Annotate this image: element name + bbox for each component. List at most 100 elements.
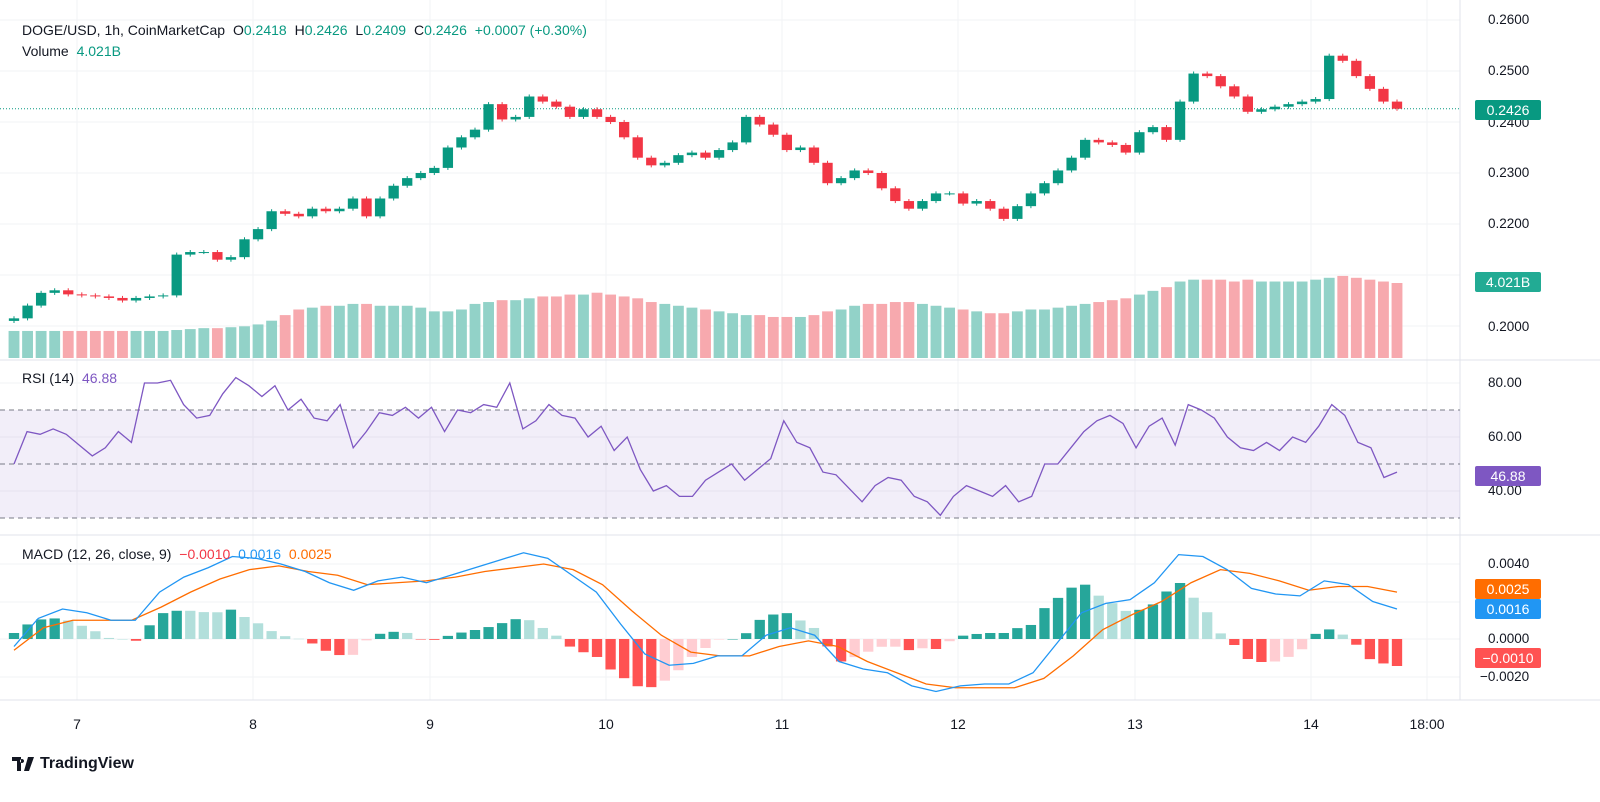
candle bbox=[483, 104, 494, 130]
candle bbox=[1324, 55, 1335, 100]
macd-histogram-bar bbox=[1066, 587, 1077, 639]
macd-histogram-bar bbox=[863, 639, 874, 652]
candle bbox=[388, 185, 399, 199]
candle bbox=[578, 109, 589, 117]
candle bbox=[1229, 86, 1240, 97]
candle bbox=[117, 297, 128, 301]
low-value: 0.2409 bbox=[363, 22, 407, 38]
volume-value: 4.021B bbox=[76, 43, 121, 59]
macd-histogram-bar bbox=[727, 639, 738, 640]
volume-bar bbox=[211, 328, 223, 358]
candle bbox=[537, 96, 548, 102]
tradingview-logo[interactable]: TradingView bbox=[12, 755, 134, 773]
macd-histogram-bar bbox=[822, 639, 833, 647]
candle bbox=[822, 162, 833, 184]
candle bbox=[1256, 109, 1267, 112]
volume-bar bbox=[700, 309, 711, 358]
candle bbox=[741, 116, 752, 143]
macd-histogram-bar bbox=[1351, 639, 1362, 645]
macd-tick: −0.0020 bbox=[1480, 669, 1530, 684]
open-label: O bbox=[232, 22, 244, 38]
volume-bar bbox=[442, 311, 454, 358]
volume-bar bbox=[767, 316, 779, 358]
macd-histogram-bar bbox=[334, 639, 345, 656]
candle bbox=[686, 152, 698, 156]
macd-histogram-bar bbox=[225, 609, 237, 639]
candle bbox=[713, 150, 725, 158]
price-tick: 0.2600 bbox=[1488, 12, 1530, 27]
volume-bar bbox=[1255, 281, 1267, 358]
volume-bar bbox=[401, 305, 413, 358]
candle bbox=[1283, 104, 1294, 107]
candle bbox=[185, 252, 196, 255]
high-value: 0.2426 bbox=[304, 22, 348, 38]
macd-histogram-bar bbox=[713, 639, 725, 640]
candle bbox=[415, 173, 426, 179]
candle bbox=[930, 193, 942, 202]
candle bbox=[361, 198, 372, 217]
volume-bar bbox=[198, 328, 210, 358]
candle bbox=[605, 116, 616, 122]
macd-histogram-bar bbox=[1269, 639, 1281, 662]
volume-bar bbox=[740, 315, 752, 358]
candle bbox=[510, 116, 521, 120]
volume-label: Volume bbox=[22, 43, 69, 59]
macd-histogram-bar bbox=[903, 639, 915, 651]
volume-bar bbox=[1052, 307, 1064, 358]
candle bbox=[171, 254, 182, 296]
x-tick: 7 bbox=[73, 716, 81, 732]
volume-bar bbox=[1188, 279, 1200, 358]
volume-legend: Volume 4.021B bbox=[22, 43, 125, 59]
candle bbox=[808, 147, 820, 163]
x-tick: 8 bbox=[249, 716, 257, 732]
volume-bar bbox=[862, 303, 874, 358]
volume-bar bbox=[523, 298, 535, 358]
candle bbox=[442, 147, 454, 168]
candle bbox=[35, 292, 47, 306]
volume-bar bbox=[835, 309, 847, 358]
macd-histogram-bar bbox=[63, 620, 74, 639]
volume-bar bbox=[1378, 281, 1389, 358]
volume-bar bbox=[903, 302, 915, 358]
macd-histogram-bar bbox=[415, 639, 426, 640]
rsi-legend: RSI (14) 46.88 bbox=[22, 370, 121, 386]
candle bbox=[1025, 193, 1037, 207]
macd-histogram-bar bbox=[700, 639, 711, 648]
candle bbox=[849, 170, 860, 179]
candle bbox=[1174, 101, 1186, 140]
macd-histogram-bar bbox=[76, 625, 87, 639]
candle bbox=[320, 208, 332, 212]
volume-bar bbox=[130, 330, 142, 358]
candle bbox=[1391, 101, 1403, 109]
hist-badge: −0.0010 bbox=[1475, 648, 1541, 668]
macd-histogram-bar bbox=[957, 635, 969, 639]
macd-histogram-bar bbox=[659, 639, 670, 681]
rsi-tick: 60.00 bbox=[1488, 429, 1522, 444]
macd-histogram-bar bbox=[591, 639, 603, 657]
volume-bar bbox=[1161, 287, 1172, 358]
brand-name: TradingView bbox=[40, 755, 134, 772]
volume-bar bbox=[1242, 279, 1254, 358]
volume-bar bbox=[252, 324, 264, 358]
volume-bar bbox=[76, 330, 88, 358]
macd-histogram-bar bbox=[1134, 609, 1145, 639]
candle bbox=[985, 201, 996, 209]
candle bbox=[1107, 142, 1118, 145]
candle bbox=[727, 142, 738, 151]
macd-histogram-bar bbox=[49, 618, 60, 639]
rsi-value: 46.88 bbox=[82, 370, 118, 386]
macd-line-value: 0.0016 bbox=[238, 546, 281, 562]
volume-bar bbox=[944, 307, 955, 358]
volume-bar bbox=[184, 329, 196, 358]
candle bbox=[76, 294, 87, 296]
volume-bar bbox=[239, 326, 250, 358]
candle bbox=[1337, 55, 1348, 61]
macd-histogram-bar bbox=[876, 639, 887, 647]
candle bbox=[632, 137, 643, 158]
volume-bar bbox=[605, 294, 617, 358]
volume-bar bbox=[469, 303, 481, 358]
volume-bar bbox=[49, 330, 61, 358]
macd-histogram-bar bbox=[835, 639, 847, 662]
